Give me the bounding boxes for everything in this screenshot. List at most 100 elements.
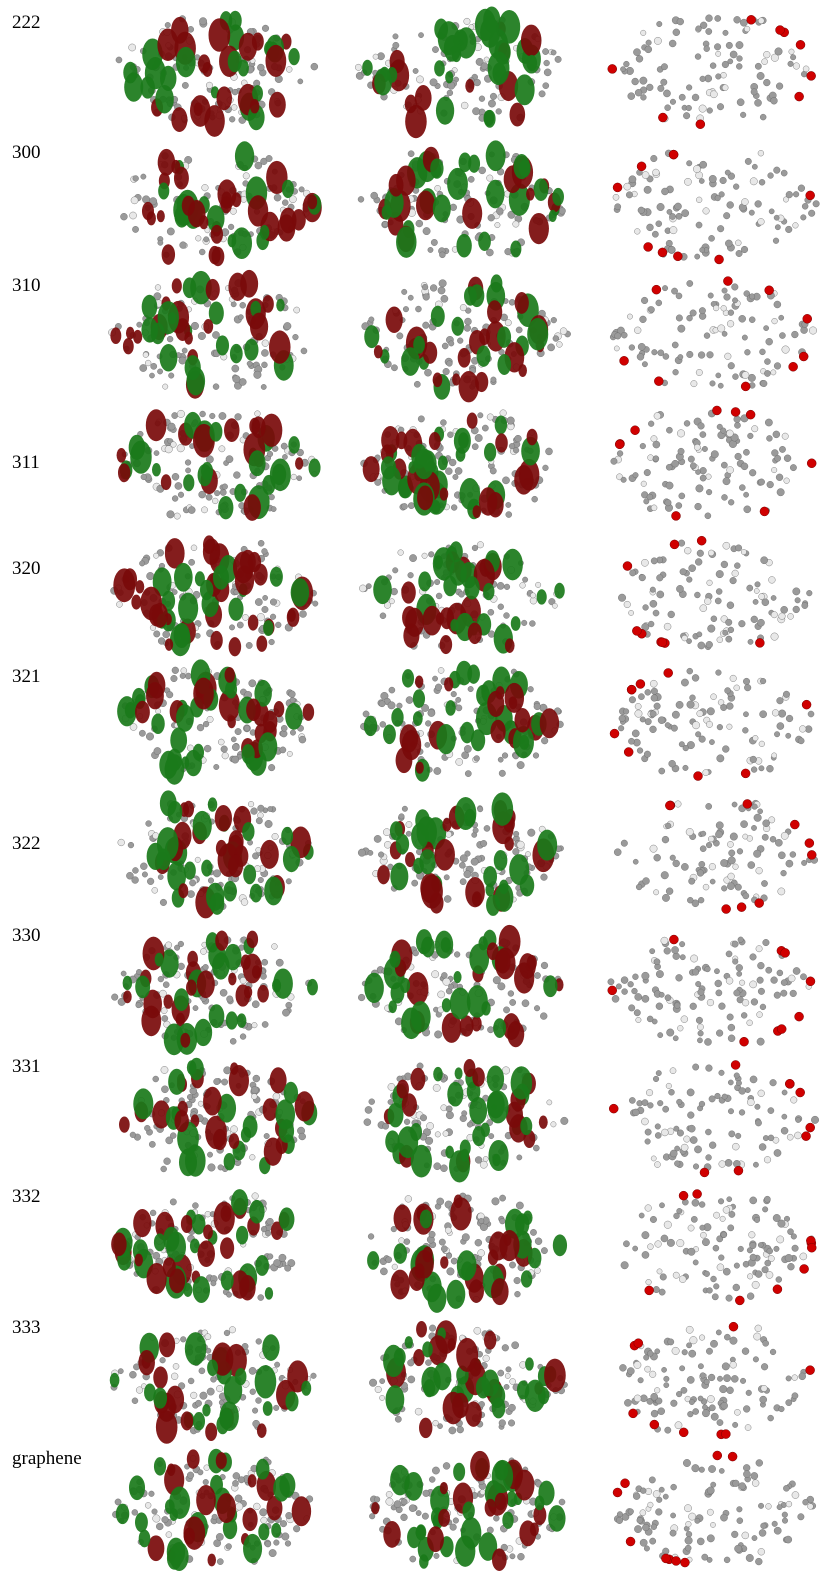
atom	[638, 694, 644, 700]
orbital-lobe	[301, 1381, 311, 1396]
atom	[628, 1005, 635, 1012]
atom	[534, 703, 541, 710]
atom	[673, 29, 680, 36]
atom	[727, 1387, 734, 1394]
oxygen	[670, 540, 679, 549]
atom	[687, 1376, 694, 1383]
atom	[709, 1405, 715, 1411]
orbital-lobe	[479, 487, 497, 515]
orbital-lobe	[495, 415, 507, 434]
atom	[231, 104, 237, 110]
atom	[154, 450, 159, 455]
atom	[614, 346, 619, 351]
orbital-lobe	[181, 756, 189, 768]
atom	[447, 432, 453, 438]
atom	[775, 224, 780, 229]
orbital-lobe	[472, 1126, 485, 1146]
orbital-lobe	[246, 698, 261, 721]
atom	[798, 1514, 805, 1521]
atom	[687, 897, 693, 903]
atom	[434, 767, 441, 774]
atom	[761, 880, 767, 886]
atom	[790, 1097, 797, 1104]
orbital-lobe	[416, 191, 435, 221]
atom	[383, 829, 390, 836]
atom	[781, 990, 787, 996]
atom	[617, 451, 623, 457]
atom	[311, 1373, 317, 1379]
atom	[699, 105, 706, 112]
atom	[654, 37, 661, 44]
atom	[716, 373, 721, 378]
orbital-plot	[111, 931, 318, 1056]
orbital-lobe	[162, 244, 175, 265]
atom	[731, 1531, 738, 1538]
atom	[462, 1234, 470, 1242]
atom	[664, 1383, 669, 1388]
orbital-lobe	[110, 1373, 120, 1388]
atom	[672, 342, 678, 348]
orbital-lobe	[493, 1018, 506, 1038]
atom	[262, 1021, 268, 1027]
atom	[678, 325, 685, 332]
atom	[453, 1518, 459, 1524]
atom	[811, 1116, 818, 1123]
oxygen	[722, 905, 731, 914]
atom	[233, 472, 240, 479]
atom	[614, 849, 621, 856]
atom	[781, 1127, 788, 1134]
atom	[731, 1375, 738, 1382]
atom	[645, 1129, 651, 1135]
orbital-lobe	[540, 708, 559, 738]
orbital-lobe	[174, 988, 189, 1011]
atom	[389, 599, 394, 604]
atom	[741, 246, 748, 253]
atom	[793, 967, 800, 974]
atom	[542, 48, 548, 54]
atom	[679, 94, 685, 100]
atom	[145, 360, 151, 366]
atom	[654, 1387, 660, 1393]
orbital-lobe	[494, 850, 508, 871]
oxygen	[806, 191, 815, 200]
orbital-lobe	[472, 891, 482, 906]
atom	[140, 364, 147, 371]
atom	[782, 1518, 788, 1524]
orbital-lobe	[178, 883, 188, 898]
atom	[687, 668, 693, 674]
orbital-lobe	[215, 931, 228, 951]
atom	[708, 550, 714, 556]
atom	[676, 585, 683, 592]
atom	[149, 373, 154, 378]
atom	[706, 1155, 712, 1161]
atom	[551, 317, 557, 323]
atom	[734, 1545, 741, 1552]
atom	[659, 1487, 664, 1492]
atom	[282, 1009, 289, 1016]
atom	[691, 380, 697, 386]
atom	[556, 342, 562, 348]
atom	[392, 1264, 398, 1270]
atom	[628, 610, 633, 615]
atom	[167, 511, 175, 519]
atom	[784, 478, 790, 484]
orbital-lobe	[507, 1021, 524, 1047]
orbital-lobe	[511, 1066, 533, 1099]
atom	[762, 59, 768, 65]
atom	[204, 745, 211, 752]
atom	[447, 361, 453, 367]
atom	[717, 424, 723, 430]
atom	[233, 375, 240, 382]
atom	[636, 1017, 642, 1023]
atom	[771, 633, 779, 641]
atom	[782, 1090, 787, 1095]
atom	[257, 613, 265, 621]
atom	[449, 459, 456, 466]
atom	[726, 430, 733, 437]
orbital-lobe	[390, 1270, 409, 1300]
atom	[673, 1036, 678, 1041]
orbital-lobe	[484, 110, 495, 126]
atom	[460, 855, 468, 863]
atom	[642, 1099, 648, 1105]
orbital-lobe	[367, 1251, 379, 1270]
